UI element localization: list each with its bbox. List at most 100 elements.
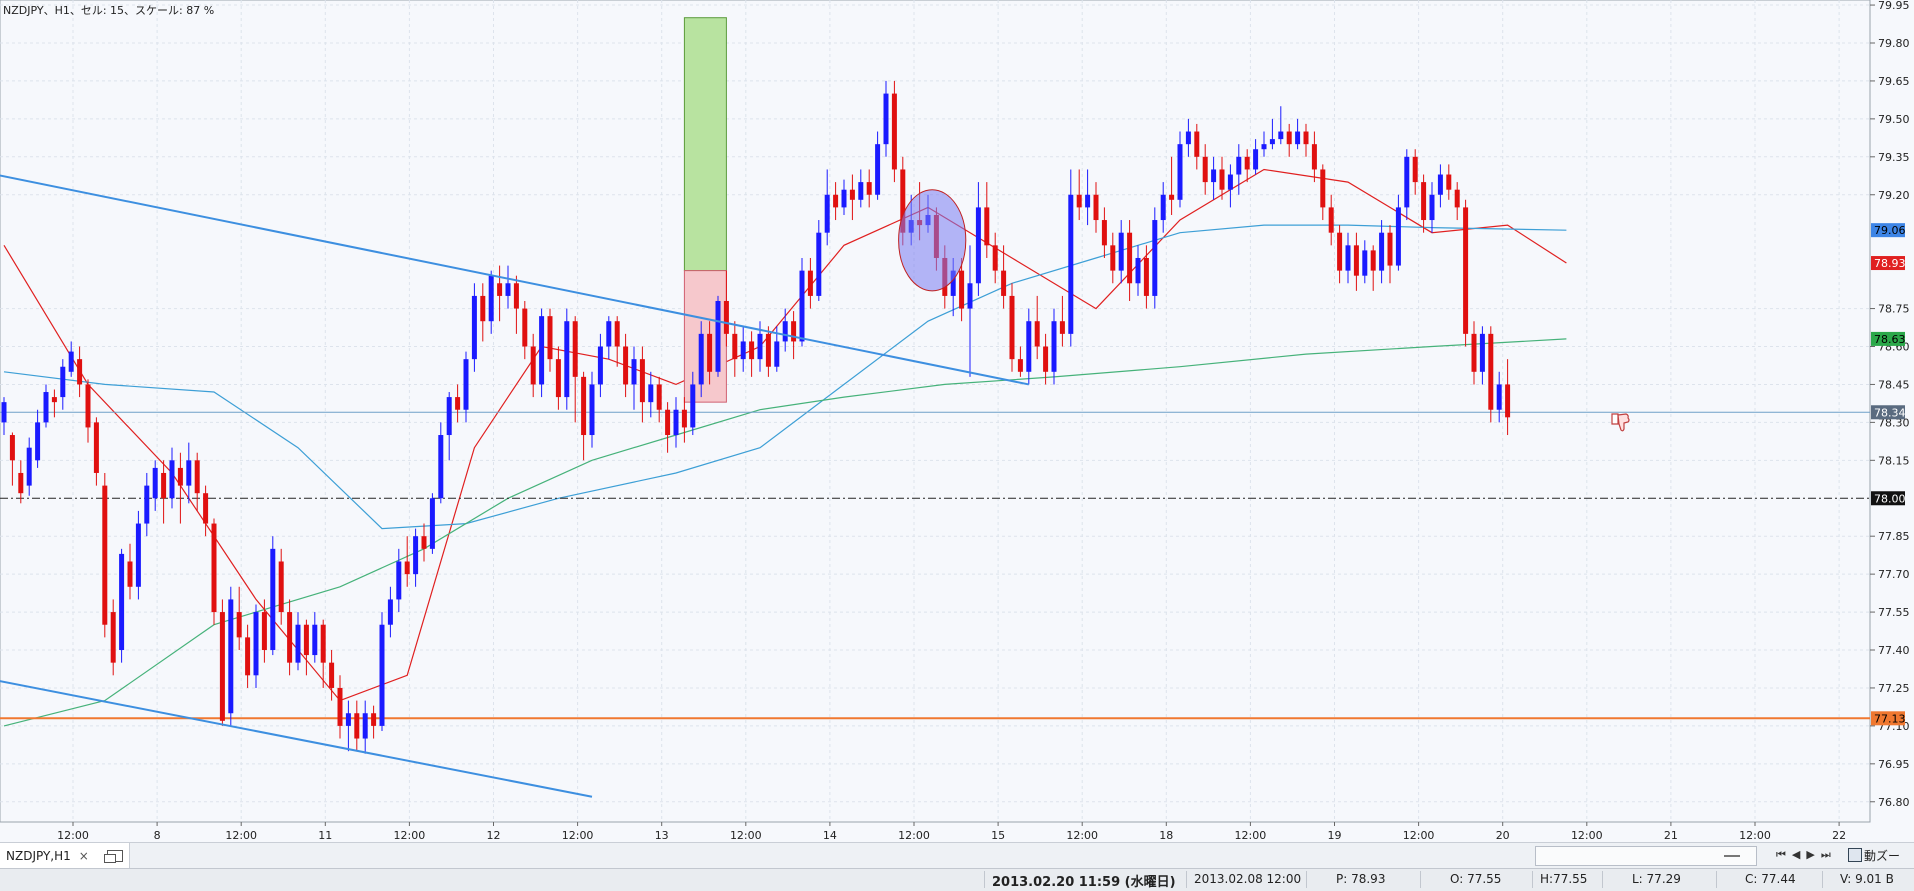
first-page-icon[interactable]: ⏮ [1776, 848, 1786, 861]
candle-body [1286, 131, 1292, 145]
x-tick-label: 13 [655, 829, 669, 842]
candle-body [900, 169, 906, 233]
chart-grid [0, 0, 1871, 823]
candle-body [295, 624, 301, 663]
candle-body [1261, 144, 1267, 150]
candle-body [1353, 245, 1359, 276]
price-label-box [1871, 711, 1905, 726]
status-bar-time: 2013.02.08 12:00 [1194, 872, 1302, 886]
candle-body [1009, 295, 1015, 360]
window-icon[interactable] [103, 849, 123, 863]
candle-body [824, 194, 830, 233]
candle-body [35, 422, 41, 461]
candle-body [807, 270, 813, 296]
candle-body [841, 189, 847, 208]
candle-body [732, 333, 738, 360]
candle-body [270, 548, 276, 651]
x-tick-label: 12:00 [1403, 829, 1435, 842]
candle-body [438, 435, 444, 499]
y-tick-label: 77.70 [1878, 568, 1910, 581]
auto-zoom-button[interactable]: 動ズー [1848, 845, 1900, 865]
x-tick-label: 12:00 [730, 829, 762, 842]
candle-body [1152, 220, 1158, 296]
candle-body [1379, 232, 1385, 271]
candle-body [1505, 384, 1511, 418]
candle-body [93, 422, 99, 473]
candle-body [1253, 149, 1259, 170]
candle-body [9, 435, 15, 461]
candle-body [379, 624, 385, 726]
candle-body [1169, 194, 1175, 200]
candle-body [261, 612, 267, 651]
y-tick-label: 78.75 [1878, 303, 1910, 316]
candle-body [1101, 220, 1107, 246]
y-tick-label: 79.65 [1878, 75, 1910, 88]
candle-body [1211, 169, 1217, 183]
candle-body [513, 283, 519, 309]
next-page-icon[interactable]: ▶ [1806, 848, 1815, 861]
price-label-text: 79.06 [1874, 224, 1906, 237]
y-tick-label: 77.25 [1878, 682, 1910, 695]
candle-body [1068, 194, 1074, 334]
candle-body [891, 93, 897, 170]
candle-body [1026, 321, 1032, 372]
status-bar: 2013.02.20 11:59 (水曜日) 2013.02.08 12:00 … [0, 868, 1914, 891]
x-tick-label: 22 [1832, 829, 1846, 842]
candle-body [480, 295, 486, 322]
chart-tab[interactable]: NZDJPY,H1 × [0, 843, 130, 868]
x-tick-label: 12:00 [1235, 829, 1267, 842]
candle-body [883, 93, 889, 145]
price-axis: 79.9579.8079.6579.5079.3579.2078.7578.60… [1870, 0, 1910, 809]
y-tick-label: 77.85 [1878, 530, 1910, 543]
candle-body [169, 460, 175, 499]
candle-body [1328, 207, 1334, 233]
y-tick-label: 77.55 [1878, 606, 1910, 619]
x-tick-label: 12:00 [1739, 829, 1771, 842]
candle-body [161, 472, 167, 499]
candle-body [606, 321, 612, 347]
y-tick-label: 78.45 [1878, 378, 1910, 391]
candle-body [530, 346, 536, 385]
prev-page-icon[interactable]: ◀ [1791, 848, 1801, 861]
plot-area [0, 0, 1871, 823]
chart-scroll-slider[interactable] [1535, 846, 1757, 866]
candle-body [245, 637, 251, 676]
candle-body [1202, 156, 1208, 183]
price-label-box [1871, 223, 1905, 238]
candle-body [1135, 257, 1141, 284]
candle-body [765, 333, 771, 367]
candle-body [707, 333, 713, 372]
candle-body [455, 397, 461, 410]
close-icon[interactable]: × [78, 848, 89, 863]
status-divider [1602, 871, 1603, 888]
chart-navigation: ⏮ ◀ ▶ ⏭ [1776, 847, 1831, 863]
status-datetime: 2013.02.20 11:59 (水曜日) [992, 875, 1176, 890]
x-tick-label: 12:00 [225, 829, 257, 842]
status-close: C: 77.44 [1745, 872, 1796, 886]
candle-body [564, 321, 570, 398]
range-box [683, 17, 727, 272]
candle-body [690, 384, 696, 428]
candle-body [1059, 321, 1065, 334]
candle-body [984, 207, 990, 246]
x-tick-label: 20 [1496, 829, 1510, 842]
candle-body [589, 384, 595, 436]
last-page-icon[interactable]: ⏭ [1820, 848, 1831, 861]
y-tick-label: 76.80 [1878, 796, 1910, 809]
candle-body [950, 270, 956, 296]
candle-body [211, 523, 217, 613]
price-chart[interactable]: 79.9579.8079.6579.5079.3579.2078.7578.60… [0, 0, 1914, 842]
candle-body [152, 467, 158, 499]
candle-body [60, 366, 66, 398]
candle-body [1051, 321, 1057, 372]
candle-body [774, 341, 780, 367]
candle-body [404, 561, 410, 575]
scroll-thumb[interactable] [1724, 855, 1740, 857]
candle-body [18, 472, 24, 494]
x-tick-label: 18 [1159, 829, 1173, 842]
candle-body [816, 232, 822, 296]
candle-body [875, 144, 881, 195]
candle-body [1017, 359, 1023, 372]
candle-body [1278, 131, 1284, 140]
x-tick-label: 12:00 [394, 829, 426, 842]
